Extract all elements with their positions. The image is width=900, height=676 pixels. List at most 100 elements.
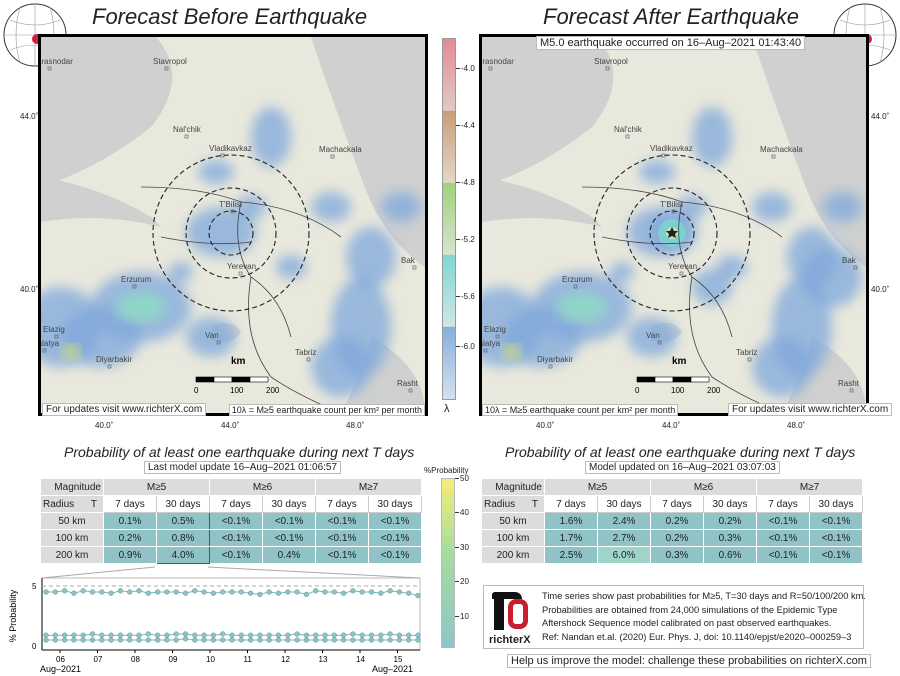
rate-blob: [692, 107, 732, 167]
challenge-link[interactable]: Help us improve the model: challenge the…: [507, 654, 871, 668]
series-point: [52, 632, 58, 638]
series-point: [257, 591, 263, 598]
city-label: Bak: [401, 256, 416, 265]
table-row: 100 km 1.7% 2.7% 0.2% 0.3% <0.1% <0.1%: [481, 529, 864, 547]
rate-blob: [381, 192, 421, 222]
series-point: [182, 590, 189, 596]
probability-cell: 2.5%: [544, 546, 598, 564]
city-label: Van: [646, 331, 660, 340]
left-updates-note[interactable]: For updates visit www.richterX.com: [42, 403, 207, 416]
series-point: [331, 637, 337, 643]
city-label: Machackala: [319, 145, 362, 154]
days-7-header: 7 days: [544, 495, 598, 513]
series-point: [127, 632, 133, 638]
rate-blob: [802, 247, 862, 307]
series-point: [182, 631, 189, 637]
radius-label: Radius: [484, 498, 516, 510]
info-line: Aftershock Sequence model calibrated on …: [542, 618, 832, 628]
series-point: [406, 632, 412, 638]
series-point: [61, 588, 68, 594]
probability-cell: <0.1%: [368, 529, 423, 547]
table-row: 200 km 2.5% 6.0% 0.3% 0.6% <0.1% <0.1%: [481, 546, 864, 564]
m6-header: M≥6: [650, 478, 758, 496]
right-updates-note[interactable]: For updates visit www.richterX.com: [728, 403, 893, 416]
days-7-header: 7 days: [209, 495, 264, 513]
probability-cell: 1.6%: [544, 512, 598, 530]
m7-header: M≥7: [756, 478, 864, 496]
series-point: [154, 589, 161, 595]
series-point: [303, 637, 310, 643]
probability-cell: 0.4%: [262, 546, 317, 564]
scale-tick: 0: [635, 386, 640, 395]
series-point: [136, 632, 142, 638]
left-forecast-map[interactable]: Krasnodar Stavropol Nal'chik Vladikavkaz Mac…: [38, 34, 428, 416]
zoom-connector: [41, 566, 421, 579]
scale-unit: km: [672, 356, 687, 367]
rate-blob: [627, 317, 677, 357]
city-label: Machackala: [760, 145, 803, 154]
prob-colorbar-tick-label: 40: [460, 508, 469, 517]
lon-tick: 40.0˚: [95, 421, 114, 430]
lon-tick: 44.0˚: [221, 421, 240, 430]
city-label: Rasht: [397, 379, 419, 388]
m5-header: M≥5: [102, 478, 211, 496]
probability-cell: 0.2%: [703, 512, 758, 530]
probability-cell: <0.1%: [209, 529, 264, 547]
probability-cell: 0.1%: [103, 512, 157, 530]
x-tick: 13: [319, 655, 328, 664]
event-label: M5.0 earthquake occurred on 16–Aug–2021 …: [536, 36, 806, 50]
series-point: [247, 590, 254, 596]
series-point: [182, 636, 189, 642]
series-point: [210, 590, 217, 596]
series-point: [99, 637, 105, 643]
series-point: [173, 589, 179, 595]
series-point: [313, 632, 319, 638]
scale-unit: km: [231, 356, 246, 367]
m7-header: M≥7: [315, 478, 423, 496]
x-range-left: Aug–2021: [40, 664, 81, 674]
table-row: 50 km 0.1% 0.5% <0.1% <0.1% <0.1% <0.1%: [40, 512, 423, 530]
series-point: [210, 632, 217, 638]
probability-cell: <0.1%: [368, 512, 423, 530]
radius-cell: 200 km: [40, 546, 104, 564]
series-point: [127, 589, 133, 595]
series-point: [238, 637, 244, 643]
city-label: Van: [205, 331, 219, 340]
city-label: T'Bilisi: [219, 200, 242, 209]
series-point: [173, 637, 179, 643]
series-point: [99, 632, 105, 638]
probability-cell: 0.3%: [650, 546, 705, 564]
magnitude-header: Magnitude: [481, 478, 545, 496]
rate-blob: [752, 337, 812, 397]
series-point: [275, 637, 282, 643]
richterx-logo: [490, 590, 536, 632]
scale-tick: 0: [194, 386, 199, 395]
series-point: [285, 637, 291, 643]
lat-tick: 44.0˚: [871, 112, 890, 121]
series-point: [378, 632, 384, 638]
right-forecast-map[interactable]: Krasnodar Stavropol Nal'chik Vladikavkaz Mac…: [479, 34, 869, 416]
probability-cell: <0.1%: [756, 512, 811, 530]
series-point: [61, 637, 68, 643]
days-30-header: 30 days: [262, 495, 317, 513]
x-tick: 07: [94, 655, 103, 664]
days-30-header: 30 days: [703, 495, 758, 513]
city-label: Yerevan: [668, 262, 697, 271]
series-point: [229, 589, 235, 595]
probability-colorbar: [441, 478, 455, 648]
series-point: [89, 631, 96, 637]
series-point: [322, 589, 328, 595]
colorbar-tick-label: -4.0: [461, 64, 475, 73]
series-point: [396, 589, 403, 595]
scale-tick: 100: [671, 386, 685, 395]
series-point: [387, 637, 393, 643]
series-point: [136, 637, 142, 643]
y-tick: 0: [32, 642, 37, 651]
days-7-header: 7 days: [315, 495, 370, 513]
city-label: Diyarbakir: [537, 355, 573, 364]
probability-cell: <0.1%: [262, 529, 317, 547]
city-label: Malatya: [41, 339, 60, 348]
x-tick: 10: [206, 655, 215, 664]
prob-colorbar-tick-label: 30: [460, 543, 469, 552]
series-point: [192, 632, 198, 638]
